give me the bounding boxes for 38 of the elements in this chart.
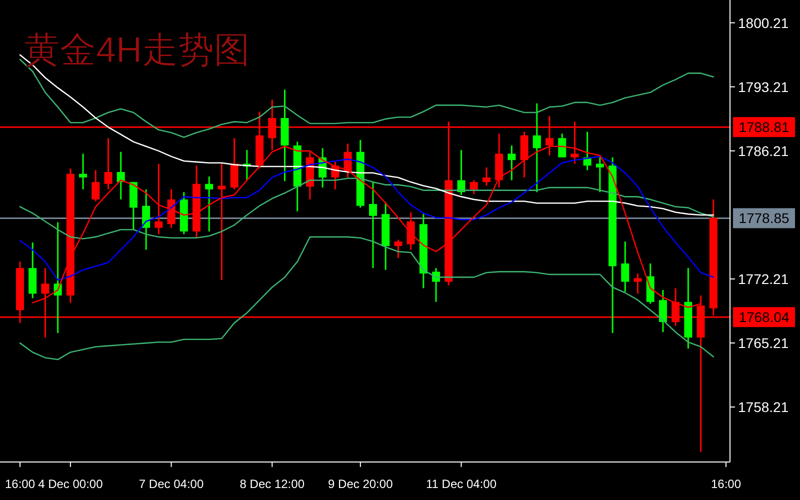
candlestick <box>470 179 478 195</box>
x-tick-label: 11 Dec 04:00 <box>426 477 497 491</box>
candlestick <box>508 144 516 181</box>
x-tick-label: 16:00 <box>4 477 36 491</box>
candlestick <box>482 166 490 186</box>
candlestick <box>394 238 402 259</box>
candlestick <box>205 176 214 232</box>
candlestick <box>406 211 415 251</box>
candlestick <box>621 240 630 293</box>
candlestick <box>92 169 100 202</box>
x-tick-label: 16:00 <box>710 477 742 491</box>
y-tick-label: 1772.21 <box>738 270 789 287</box>
y-tick-label: 1765.21 <box>738 334 789 351</box>
candlestick <box>104 137 112 190</box>
candlestick <box>658 289 667 333</box>
candlestick <box>532 102 541 193</box>
ref-line-label: 1788.81 <box>738 119 790 136</box>
candlestick <box>596 156 604 193</box>
candlestick <box>218 163 226 281</box>
x-tick-label: 7 Dec 04:00 <box>138 477 204 491</box>
ref-line-label: 1778.85 <box>738 210 790 226</box>
y-tick-label: 1786.21 <box>738 142 789 159</box>
line-series <box>19 236 714 360</box>
y-tick-label: 1793.21 <box>738 78 789 95</box>
candlestick <box>142 188 150 251</box>
y-tick-label: 1800.21 <box>738 14 789 31</box>
text: 黄金4H走势图 <box>24 29 250 70</box>
x-tick-label: 4 Dec 00:00 <box>38 477 104 491</box>
candlestick <box>634 272 642 294</box>
ref-line-label: 1768.04 <box>738 309 790 326</box>
y-tick-label: 1758.21 <box>738 399 789 416</box>
line-series <box>19 178 714 240</box>
x-tick-label: 9 Dec 20:00 <box>328 477 394 491</box>
candlestick <box>369 181 377 269</box>
candlestick <box>154 163 163 235</box>
x-tick-label: 8 Dec 12:00 <box>240 477 305 491</box>
candlestick <box>558 132 566 158</box>
candlestick <box>79 152 88 190</box>
